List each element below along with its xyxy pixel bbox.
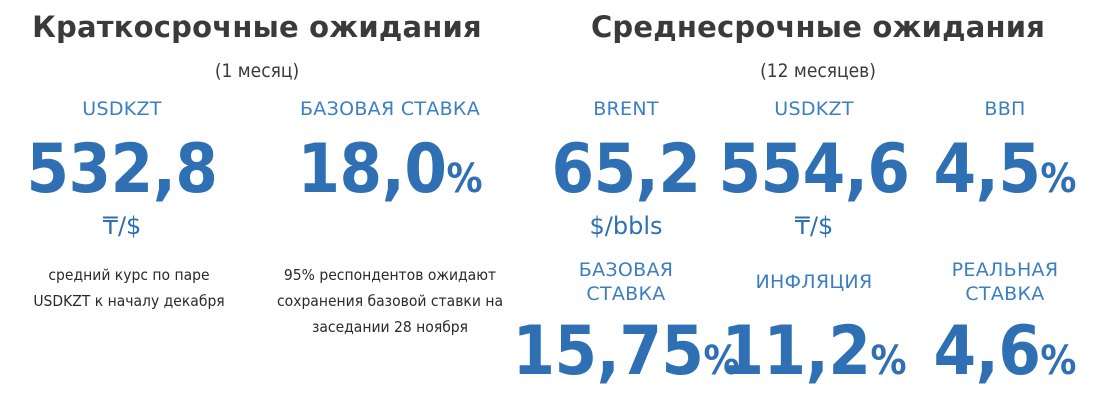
real-rate-label: РЕАЛЬНАЯ СТАВКА <box>952 258 1059 306</box>
gdp-value: 4,5% <box>934 134 1077 215</box>
percent-sign: % <box>1040 338 1077 384</box>
value-number: 11,2 <box>721 312 871 391</box>
note-line: заседании 28 ноября <box>311 318 469 336</box>
brent-value: 65,2 <box>551 130 701 209</box>
mid-usdkzt-unit: ₸/$ <box>794 212 834 240</box>
short-usdkzt-value: 532,8 <box>26 130 218 209</box>
percent-sign: % <box>870 338 907 384</box>
short-base-rate-note: 95% респондентов ожидают сохранения базо… <box>277 262 503 340</box>
value-number: 18,0 <box>297 130 447 209</box>
short-base-rate-label: БАЗОВАЯ СТАВКА <box>299 98 481 120</box>
short-usdkzt-note: средний курс по паре USDKZT к началу дек… <box>33 262 224 314</box>
mid-base-rate-value: 15,75% <box>512 316 739 397</box>
inflation-label: ИНФЛЯЦИЯ <box>755 271 873 293</box>
label-line: БАЗОВАЯ <box>578 259 674 281</box>
value-number: 15,75 <box>512 312 704 391</box>
note-line: 95% респондентов ожидают <box>283 266 497 284</box>
mid-base-rate-label: БАЗОВАЯ СТАВКА <box>579 258 674 306</box>
note-line: USDKZT к началу декабря <box>33 292 225 310</box>
label-line: СТАВКА <box>965 283 1045 305</box>
label-line: СТАВКА <box>586 283 666 305</box>
label-line: РЕАЛЬНАЯ <box>951 259 1059 281</box>
percent-sign: % <box>1040 156 1077 202</box>
note-line: сохранения базовой ставки на <box>277 292 503 310</box>
value-number: 4,6 <box>933 312 1041 391</box>
gdp-label: ВВП <box>984 98 1026 120</box>
brent-label: BRENT <box>593 98 659 120</box>
mid-usdkzt-value: 554,6 <box>718 130 910 209</box>
note-line: средний курс по паре <box>48 266 210 284</box>
mid-term-period: (12 месяцев) <box>760 60 876 82</box>
mid-term-title: Среднесрочные ожидания <box>590 10 1046 44</box>
percent-sign: % <box>703 338 740 384</box>
inflation-value: 11,2% <box>721 316 906 397</box>
brent-unit: $/bbls <box>589 212 663 240</box>
value-number: 4,5 <box>933 130 1041 209</box>
short-base-rate-value: 18,0% <box>297 134 482 215</box>
short-usdkzt-unit: ₸/$ <box>102 212 142 240</box>
real-rate-value: 4,6% <box>934 316 1077 397</box>
short-term-period: (1 месяц) <box>214 60 300 82</box>
mid-usdkzt-label: USDKZT <box>774 98 854 120</box>
short-usdkzt-label: USDKZT <box>82 98 162 120</box>
short-term-title: Краткосрочные ожидания <box>32 10 482 44</box>
percent-sign: % <box>446 156 483 202</box>
